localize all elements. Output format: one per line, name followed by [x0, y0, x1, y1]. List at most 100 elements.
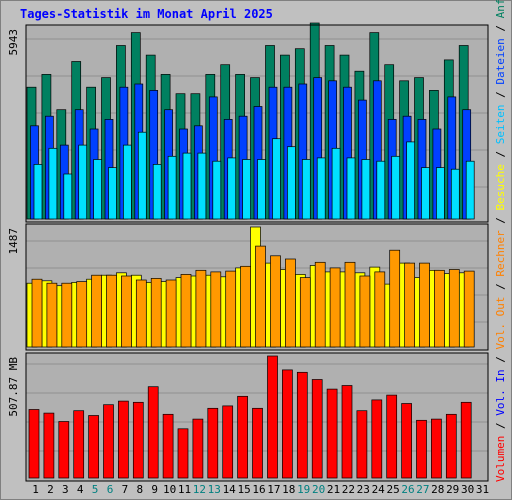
- bar-volumen-day-6: [103, 404, 114, 479]
- bar-volumen-day-30: [460, 401, 472, 479]
- x-tick-label-17: 17: [267, 483, 280, 496]
- bar-volumen-day-3: [58, 421, 70, 479]
- bar-rechner-day-10: [165, 279, 177, 348]
- bar-volumen-day-26: [401, 403, 412, 479]
- bar-volumen-day-11: [177, 428, 189, 479]
- bar-rechner-day-11: [180, 274, 192, 348]
- bar-rechner-day-22: [344, 261, 356, 348]
- x-tick-label-27: 27: [416, 483, 429, 496]
- bar-seiten-day-6: [108, 167, 117, 220]
- bar-seiten-day-23: [361, 159, 371, 220]
- x-tick-label-23: 23: [357, 483, 370, 496]
- bar-volumen-day-1: [28, 409, 40, 479]
- bar-volumen-day-20: [311, 379, 323, 479]
- x-tick-label-1: 1: [32, 483, 39, 496]
- bar-seiten-day-29: [450, 168, 460, 220]
- bar-volumen-day-18: [282, 369, 293, 479]
- bar-volumen-day-19: [296, 371, 308, 479]
- x-tick-label-19: 19: [297, 483, 310, 496]
- legend-item: Seiten: [494, 104, 507, 144]
- bar-volumen-day-24: [371, 399, 383, 479]
- bar-volumen-day-10: [162, 413, 174, 479]
- x-tick-label-12: 12: [193, 483, 206, 496]
- x-tick-label-29: 29: [446, 483, 459, 496]
- bar-rechner-day-23: [359, 275, 371, 348]
- bar-volumen-day-14: [222, 405, 234, 479]
- bar-seiten-day-3: [63, 173, 73, 220]
- x-tick-label-9: 9: [151, 483, 158, 496]
- bar-volumen-day-28: [431, 418, 442, 479]
- bar-seiten-day-16: [257, 159, 266, 220]
- panel-max-label: 1487: [7, 228, 20, 255]
- bar-rechner-day-14: [225, 270, 237, 348]
- bar-seiten-day-7: [123, 144, 132, 220]
- bar-volumen-day-13: [207, 407, 219, 479]
- x-tick-label-30: 30: [461, 483, 474, 496]
- bar-seiten-day-18: [287, 146, 296, 220]
- bar-volumen-day-16: [252, 407, 263, 479]
- bar-seiten-day-9: [152, 164, 162, 220]
- bar-volumen-day-17: [267, 355, 278, 479]
- bar-rechner-day-18: [285, 258, 296, 348]
- bar-seiten-day-28: [436, 167, 445, 220]
- bar-seiten-day-30: [465, 160, 475, 220]
- x-tick-label-5: 5: [92, 483, 99, 496]
- bar-seiten-day-20: [316, 157, 326, 220]
- panel-border: [25, 352, 489, 482]
- x-tick-label-13: 13: [208, 483, 221, 496]
- bar-seiten-day-1: [33, 164, 43, 220]
- bar-volumen-day-4: [73, 410, 85, 479]
- x-tick-label-28: 28: [431, 483, 444, 496]
- bar-volumen-day-7: [118, 400, 129, 479]
- right-legend: Volumen / Vol. In / Vol. Out / Rechner /…: [494, 0, 507, 482]
- x-tick-label-4: 4: [77, 483, 84, 496]
- panel-max-label: 507.87 MB: [7, 357, 20, 417]
- bar-volumen-day-5: [88, 415, 99, 479]
- legend-item: /: [494, 18, 507, 38]
- bar-volumen-day-12: [192, 418, 204, 479]
- x-tick-label-14: 14: [223, 483, 237, 496]
- bar-rechner-day-26: [404, 262, 415, 348]
- bar-seiten-day-8: [137, 131, 147, 220]
- legend-item: /: [494, 350, 507, 370]
- bar-seiten-day-17: [272, 138, 281, 220]
- x-tick-label-11: 11: [178, 483, 191, 496]
- legend-item: /: [494, 416, 507, 436]
- x-tick-label-20: 20: [312, 483, 325, 496]
- x-tick-label-3: 3: [62, 483, 69, 496]
- panel-border: [25, 24, 489, 223]
- legend-item: /: [494, 277, 507, 297]
- x-tick-label-26: 26: [401, 483, 414, 496]
- bar-rechner-day-15: [240, 265, 251, 348]
- chart-title: Tages-Statistik im Monat April 2025: [20, 7, 273, 21]
- bar-rechner-day-7: [121, 275, 132, 348]
- x-tick-label-10: 10: [163, 483, 176, 496]
- bar-rechner-day-25: [389, 249, 401, 348]
- panel-max-label: 5943: [7, 29, 20, 56]
- bar-seiten-day-5: [93, 159, 102, 220]
- x-tick-label-21: 21: [327, 483, 340, 496]
- bar-volumen-day-25: [386, 394, 398, 479]
- bar-seiten-day-21: [331, 147, 341, 220]
- bar-rechner-day-3: [61, 282, 73, 348]
- bar-seiten-day-22: [346, 157, 356, 220]
- bar-seiten-day-10: [167, 155, 177, 220]
- bar-volumen-day-8: [132, 401, 144, 479]
- bar-rechner-day-13: [210, 271, 222, 348]
- x-tick-label-22: 22: [342, 483, 355, 496]
- bar-rechner-day-12: [195, 269, 207, 348]
- bar-seiten-day-19: [301, 159, 311, 220]
- bar-rechner-day-16: [255, 245, 266, 348]
- x-tick-label-31: 31: [476, 483, 489, 496]
- bar-volumen-day-27: [416, 419, 427, 479]
- bar-seiten-day-14: [227, 157, 237, 220]
- bar-rechner-day-1: [31, 278, 43, 348]
- legend-item: /: [494, 85, 507, 105]
- x-tick-label-18: 18: [282, 483, 295, 496]
- bar-seiten-day-12: [197, 152, 207, 220]
- bar-rechner-day-24: [374, 271, 386, 348]
- bar-volumen-day-2: [43, 412, 55, 479]
- bar-rechner-day-9: [150, 278, 162, 348]
- x-tick-label-7: 7: [122, 483, 129, 496]
- x-tick-label-6: 6: [107, 483, 114, 496]
